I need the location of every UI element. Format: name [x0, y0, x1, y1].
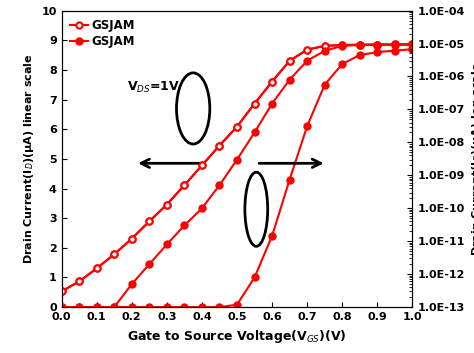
GSJAM: [322, 83, 328, 87]
GSJAM: [146, 305, 152, 309]
GSJAM: [252, 275, 257, 280]
GSJAM: [269, 234, 275, 238]
GSJAM: [199, 305, 205, 309]
GSJAM: [287, 178, 292, 182]
Line: GSJAM: GSJAM: [58, 46, 416, 310]
GSJAM: [252, 102, 257, 106]
GSJAM: [182, 183, 187, 187]
GSJAM: [234, 303, 240, 307]
GSJAM: [146, 219, 152, 223]
Y-axis label: Drain Current(I$_D$)(μA) log scale: Drain Current(I$_D$)(μA) log scale: [470, 62, 474, 256]
GSJAM: [111, 252, 117, 256]
GSJAM: [164, 305, 170, 309]
GSJAM: [287, 59, 292, 63]
Text: V$_{DS}$=1V: V$_{DS}$=1V: [127, 80, 180, 95]
GSJAM: [392, 48, 398, 53]
GSJAM: [374, 50, 380, 54]
GSJAM: [182, 305, 187, 309]
GSJAM: [304, 48, 310, 52]
GSJAM: [304, 124, 310, 128]
GSJAM: [94, 305, 100, 309]
GSJAM: [374, 42, 380, 47]
GSJAM: [357, 53, 363, 57]
GSJAM: [269, 79, 275, 84]
GSJAM: [164, 202, 170, 207]
GSJAM: [129, 237, 135, 241]
GSJAM: [234, 125, 240, 129]
GSJAM: [217, 143, 222, 148]
GSJAM: [392, 42, 398, 47]
Line: GSJAM: GSJAM: [58, 41, 416, 294]
GSJAM: [322, 44, 328, 48]
Legend: GSJAM, GSJAM: GSJAM, GSJAM: [67, 17, 137, 51]
GSJAM: [59, 305, 64, 309]
GSJAM: [199, 163, 205, 168]
X-axis label: Gate to Source Voltage(V$_{GS}$)(V): Gate to Source Voltage(V$_{GS}$)(V): [127, 328, 347, 345]
GSJAM: [129, 305, 135, 309]
GSJAM: [410, 42, 415, 47]
GSJAM: [76, 279, 82, 283]
GSJAM: [59, 289, 64, 293]
GSJAM: [339, 43, 345, 47]
GSJAM: [357, 43, 363, 47]
GSJAM: [76, 305, 82, 309]
GSJAM: [217, 305, 222, 309]
GSJAM: [410, 47, 415, 51]
GSJAM: [339, 62, 345, 66]
Y-axis label: Drain Current(I$_D$)(μA) linear scale: Drain Current(I$_D$)(μA) linear scale: [22, 54, 36, 264]
GSJAM: [94, 266, 100, 270]
GSJAM: [111, 305, 117, 309]
